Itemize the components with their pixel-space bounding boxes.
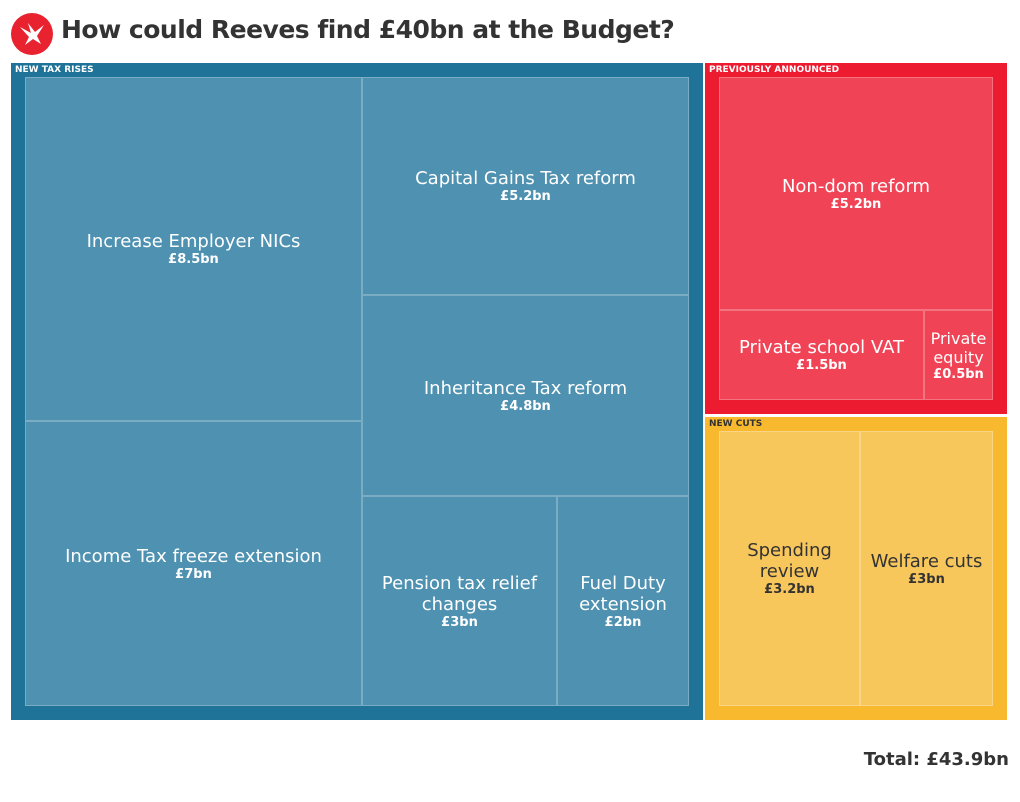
group-header: NEW CUTS (709, 419, 763, 429)
cell-label: Private school VAT (739, 337, 904, 358)
cell-label: Fuel Duty extension (579, 572, 667, 615)
cell-label: Private equity (930, 328, 987, 367)
treemap-cell: Private school VAT £1.5bn (719, 310, 924, 400)
cell-value: £7bn (175, 566, 212, 582)
cell-value: £0.5bn (933, 366, 984, 382)
cell-label: Increase Employer NICs (86, 231, 301, 252)
cell-label: Income Tax freeze extension (65, 545, 322, 567)
cell-value: £3.2bn (764, 582, 815, 597)
treemap-cell: Fuel Duty extension £2bn (557, 496, 689, 706)
total-label: Total: £43.9bn (863, 749, 1009, 770)
cell-value: £8.5bn (168, 252, 219, 267)
treemap-cell: Capital Gains Tax reform £5.2bn (362, 77, 689, 295)
group-header: PREVIOUSLY ANNOUNCED (709, 65, 840, 75)
treemap-cell: Welfare cuts £3bn (860, 431, 993, 706)
cell-label: Spending review (747, 540, 832, 582)
cell-value: £1.5bn (796, 358, 847, 373)
treemap-cell: Income Tax freeze extension £7bn (25, 421, 362, 706)
cell-value: £5.2bn (500, 189, 551, 204)
cell-value: £3bn (441, 614, 478, 630)
cell-label: Pension tax relief changes (381, 572, 538, 615)
cell-value: £3bn (908, 571, 945, 587)
cell-label: Inheritance Tax reform (423, 377, 628, 399)
group-header: NEW TAX RISES (15, 65, 94, 75)
treemap-cell: Private equity £0.5bn (924, 310, 993, 400)
cell-value: £5.2bn (830, 196, 882, 212)
chart-title: How could Reeves find £40bn at the Budge… (61, 15, 675, 44)
treemap-cell: Non-dom reform £5.2bn (719, 77, 993, 310)
cell-value: £4.8bn (500, 398, 551, 414)
treemap-cell: Spending review £3.2bn (719, 431, 860, 706)
eagle-logo-icon (11, 13, 53, 55)
cell-value: £2bn (604, 614, 642, 630)
cell-label: Capital Gains Tax reform (415, 168, 636, 189)
treemap-cell: Pension tax relief changes £3bn (362, 496, 557, 706)
treemap-cell: Inheritance Tax reform £4.8bn (362, 295, 689, 496)
treemap-cell: Increase Employer NICs £8.5bn (25, 77, 362, 421)
cell-label: Welfare cuts (870, 550, 983, 572)
cell-label: Non-dom reform (781, 175, 931, 197)
